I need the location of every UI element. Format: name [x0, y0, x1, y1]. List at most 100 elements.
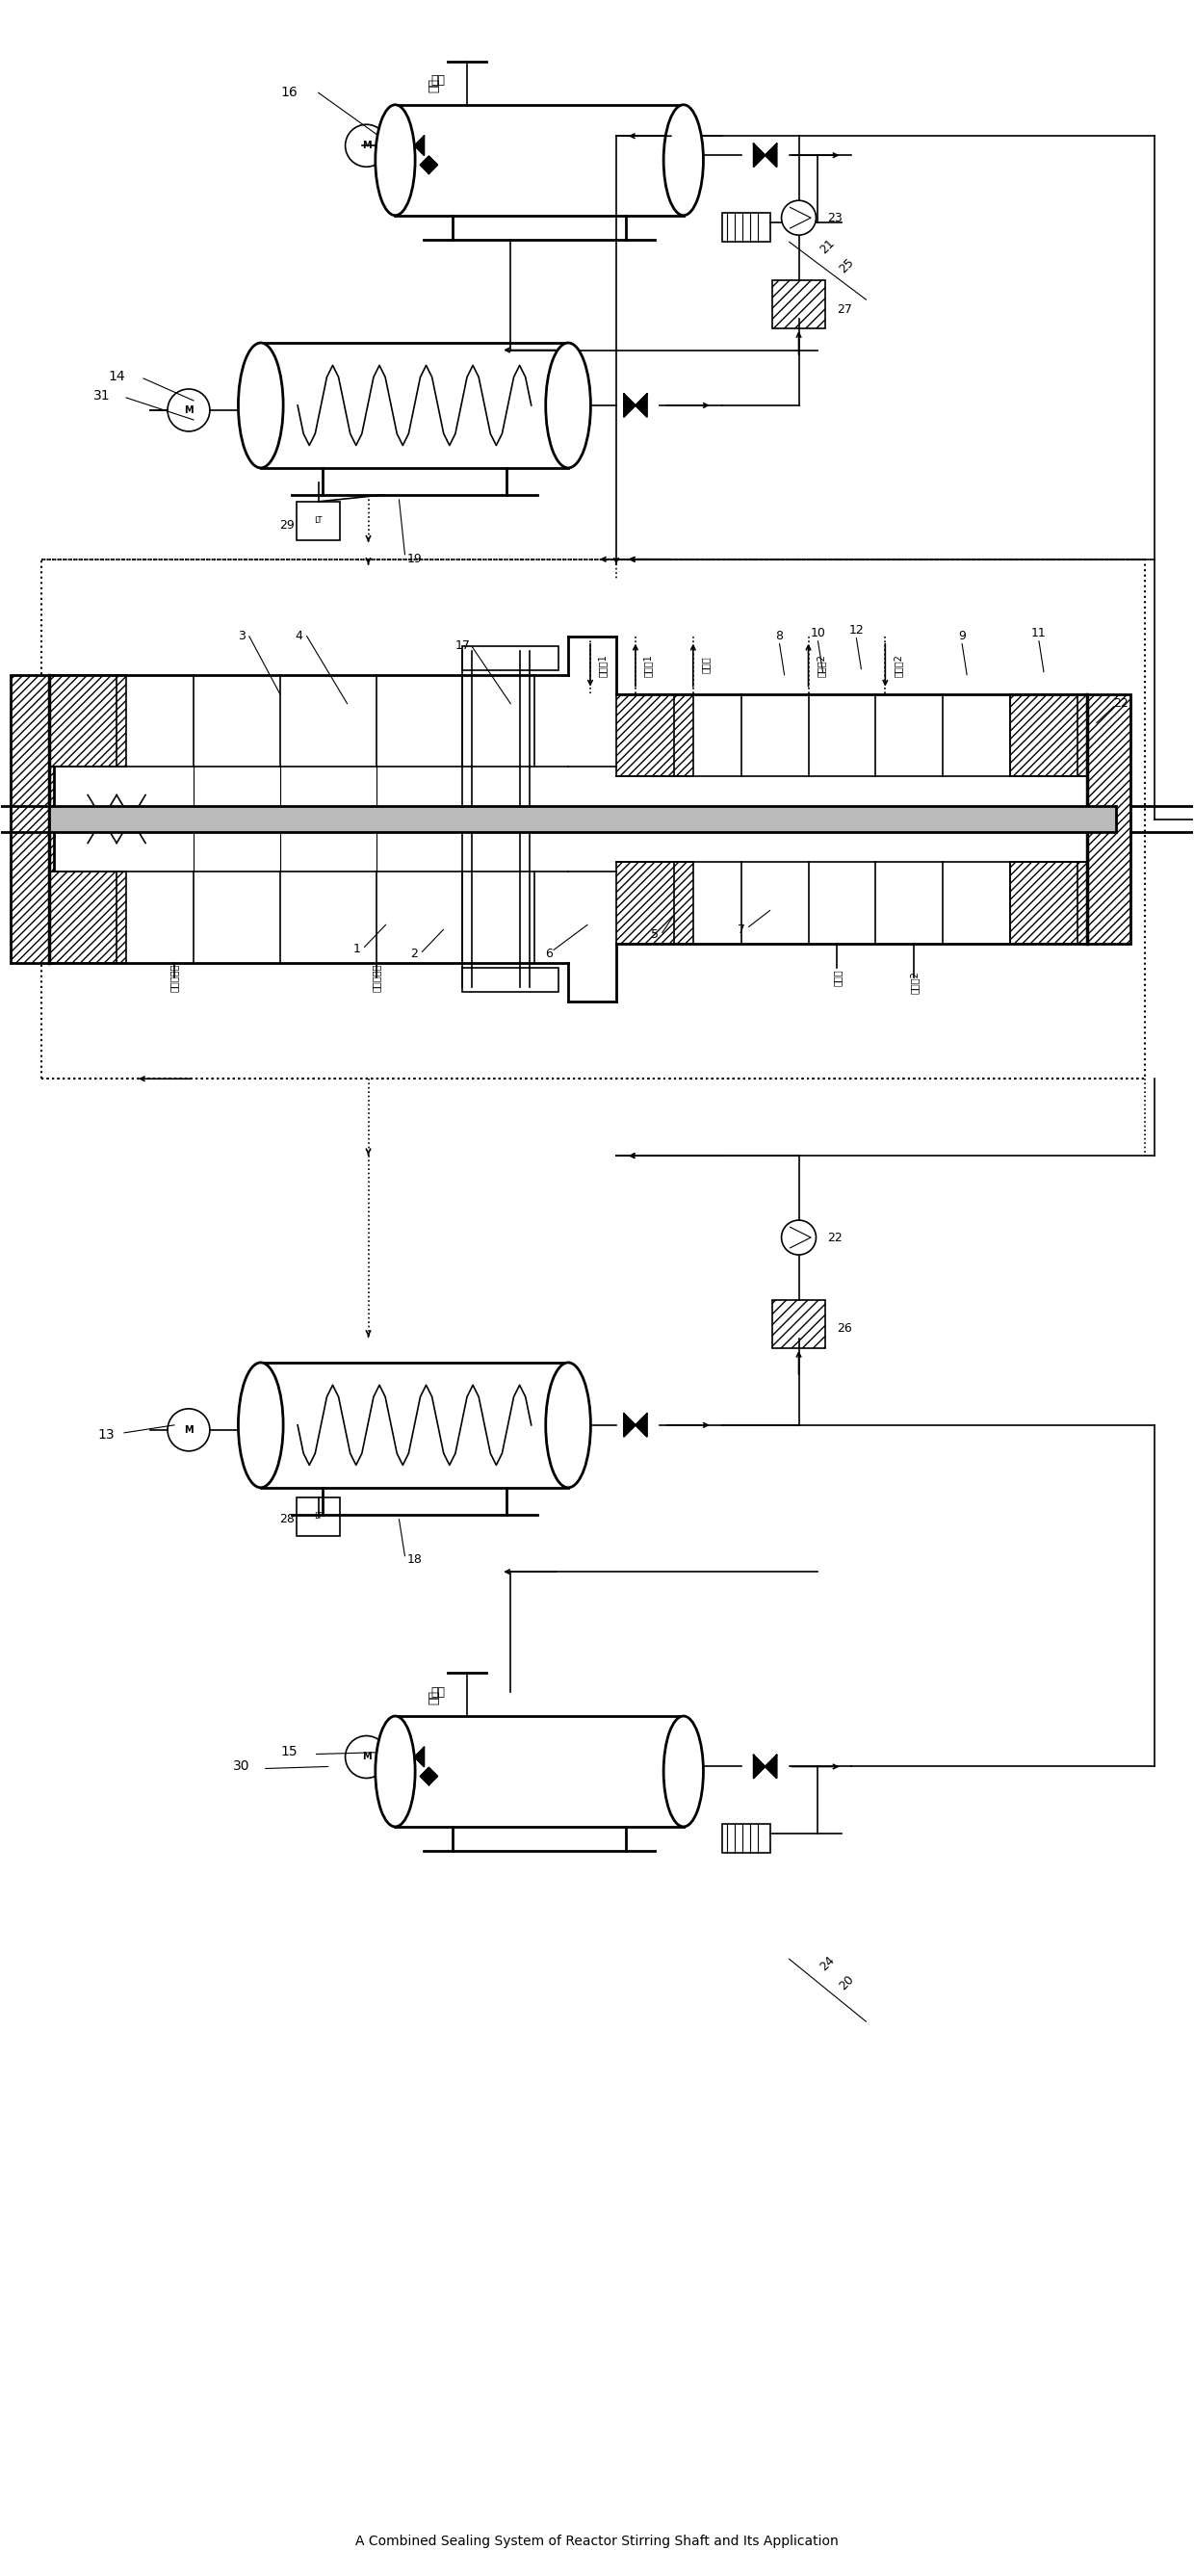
Ellipse shape [664, 106, 703, 216]
Polygon shape [414, 137, 424, 155]
Bar [297, 502, 340, 541]
Text: 7: 7 [737, 922, 745, 935]
Bar [395, 106, 683, 216]
Circle shape [345, 1736, 388, 1777]
Polygon shape [635, 394, 647, 417]
Circle shape [345, 124, 388, 167]
Bar [722, 1824, 770, 1852]
Bar [462, 647, 559, 670]
Ellipse shape [546, 343, 591, 469]
Text: 14: 14 [109, 371, 125, 384]
Polygon shape [405, 1747, 414, 1767]
Polygon shape [420, 157, 437, 173]
Text: 15: 15 [281, 1747, 298, 1759]
Polygon shape [765, 1754, 776, 1777]
Text: 进水口2: 进水口2 [893, 654, 903, 677]
Text: M: M [362, 142, 371, 149]
Polygon shape [635, 1414, 647, 1437]
Bar [42, 559, 1145, 1079]
Bar [1010, 863, 1087, 943]
Text: 进水口1: 进水口1 [598, 654, 608, 677]
Text: 20: 20 [837, 1973, 856, 1994]
Text: LT: LT [314, 515, 322, 526]
Text: 28: 28 [279, 1512, 295, 1525]
Text: 进水口: 进水口 [832, 969, 842, 987]
Polygon shape [256, 399, 266, 420]
Text: M: M [362, 1752, 371, 1762]
Ellipse shape [239, 343, 283, 469]
Polygon shape [245, 1419, 256, 1440]
Text: 6: 6 [546, 948, 553, 961]
Text: 13: 13 [98, 1427, 115, 1443]
Text: 18: 18 [407, 1553, 423, 1566]
Text: 溶剂: 溶剂 [427, 1690, 439, 1705]
Bar [395, 1716, 683, 1826]
Text: 溶剂: 溶剂 [431, 75, 445, 88]
Text: 循环水出口: 循环水出口 [170, 963, 179, 992]
Text: 1: 1 [353, 943, 361, 956]
Text: 17: 17 [455, 639, 470, 652]
Text: 16: 16 [281, 85, 298, 100]
Text: LT: LT [314, 1512, 322, 1520]
Text: 进水口2: 进水口2 [910, 971, 919, 994]
Text: 26: 26 [837, 1321, 853, 1334]
Ellipse shape [375, 106, 416, 216]
Bar [1087, 693, 1131, 943]
Bar [1010, 693, 1087, 775]
Polygon shape [245, 399, 256, 420]
Circle shape [167, 389, 210, 430]
Bar [260, 1363, 568, 1486]
Ellipse shape [239, 1363, 283, 1486]
Text: 2: 2 [411, 948, 418, 961]
Polygon shape [765, 144, 776, 167]
Bar [773, 1301, 825, 1347]
Bar [260, 343, 568, 469]
Text: 4: 4 [295, 631, 303, 641]
Text: 11: 11 [1032, 626, 1046, 639]
Text: 3: 3 [238, 631, 245, 641]
Text: 12: 12 [849, 623, 864, 636]
Text: 8: 8 [776, 631, 783, 641]
Text: 循环液进口: 循环液进口 [371, 963, 381, 992]
Text: 30: 30 [233, 1759, 250, 1772]
Circle shape [781, 1221, 816, 1255]
Text: 25: 25 [837, 255, 856, 276]
Circle shape [781, 201, 816, 234]
Text: 溶剂: 溶剂 [427, 77, 439, 93]
Text: 10: 10 [811, 626, 825, 639]
Polygon shape [260, 417, 279, 435]
Text: 22: 22 [827, 1231, 843, 1244]
Bar [297, 1497, 340, 1535]
Text: 23: 23 [827, 211, 843, 224]
Text: M: M [184, 1425, 193, 1435]
Polygon shape [414, 1747, 424, 1767]
Text: 排气口: 排气口 [701, 657, 710, 672]
Text: 24: 24 [818, 1955, 837, 1973]
Circle shape [167, 1409, 210, 1450]
Text: 19: 19 [407, 554, 421, 567]
Bar [11, 675, 54, 963]
Text: 21: 21 [818, 237, 837, 258]
Bar [616, 863, 693, 943]
Polygon shape [256, 1419, 266, 1440]
Polygon shape [624, 1414, 635, 1437]
Bar [773, 281, 825, 327]
Polygon shape [753, 1754, 765, 1777]
Bar [462, 969, 559, 992]
Ellipse shape [546, 1363, 591, 1486]
Text: 29: 29 [279, 520, 295, 531]
Text: 出水口2: 出水口2 [816, 654, 826, 677]
Bar [49, 871, 127, 963]
Text: 9: 9 [959, 631, 966, 641]
Polygon shape [405, 137, 414, 155]
Text: A Combined Sealing System of Reactor Stirring Shaft and Its Application: A Combined Sealing System of Reactor Sti… [356, 2535, 838, 2548]
Polygon shape [624, 394, 635, 417]
Bar [49, 675, 127, 765]
Polygon shape [753, 144, 765, 167]
Ellipse shape [664, 1716, 703, 1826]
Text: 22: 22 [1113, 698, 1128, 711]
Text: M: M [184, 404, 193, 415]
Bar [49, 806, 1116, 832]
Ellipse shape [375, 1716, 416, 1826]
Bar [616, 693, 693, 775]
